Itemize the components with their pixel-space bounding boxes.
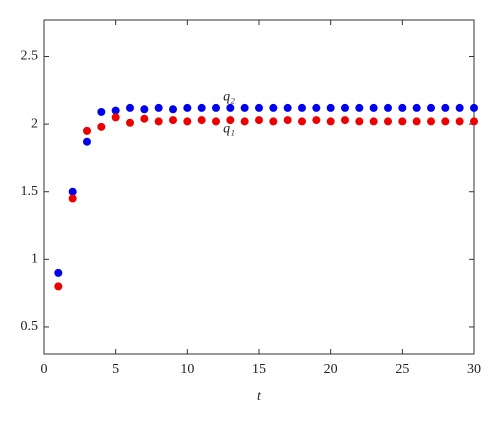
y-tick-label: 2 bbox=[31, 116, 38, 131]
point bbox=[269, 117, 278, 126]
point bbox=[369, 117, 378, 126]
point bbox=[226, 103, 235, 112]
point bbox=[412, 117, 421, 126]
point bbox=[355, 103, 364, 112]
point bbox=[240, 117, 249, 126]
point bbox=[470, 117, 478, 126]
point bbox=[283, 116, 292, 125]
point bbox=[111, 106, 120, 115]
point bbox=[68, 187, 77, 196]
point bbox=[212, 103, 220, 112]
point bbox=[154, 117, 163, 126]
point bbox=[326, 103, 335, 112]
point bbox=[441, 103, 450, 112]
point bbox=[455, 117, 464, 126]
point bbox=[369, 103, 378, 112]
point bbox=[97, 107, 106, 116]
point bbox=[226, 116, 235, 125]
point bbox=[255, 103, 263, 112]
point bbox=[312, 116, 321, 125]
y-tick-label: 2.5 bbox=[21, 49, 39, 64]
point bbox=[183, 117, 192, 126]
point bbox=[355, 117, 364, 126]
point bbox=[298, 117, 306, 126]
point bbox=[54, 282, 63, 291]
point bbox=[427, 117, 435, 126]
point bbox=[97, 122, 106, 131]
series-label: q₂ bbox=[223, 89, 235, 104]
point bbox=[455, 103, 464, 112]
x-tick-label: 30 bbox=[467, 362, 481, 377]
point bbox=[384, 117, 392, 126]
point bbox=[255, 116, 263, 125]
plot-frame bbox=[43, 19, 475, 355]
point bbox=[398, 117, 407, 126]
series-label: q₁ bbox=[223, 122, 235, 137]
point bbox=[212, 117, 220, 126]
point bbox=[341, 103, 349, 112]
point bbox=[398, 103, 407, 112]
point bbox=[341, 116, 349, 125]
point bbox=[83, 137, 91, 146]
point bbox=[197, 103, 206, 112]
point bbox=[83, 126, 91, 135]
y-tick-label: 0.5 bbox=[21, 319, 39, 334]
point bbox=[169, 105, 177, 114]
x-tick-label: 20 bbox=[324, 362, 338, 377]
point bbox=[441, 117, 450, 126]
point bbox=[111, 113, 120, 122]
point bbox=[269, 103, 278, 112]
x-tick-label: 10 bbox=[180, 362, 194, 377]
point bbox=[312, 103, 321, 112]
x-tick-label: 5 bbox=[112, 362, 119, 377]
point bbox=[126, 118, 134, 127]
point bbox=[427, 103, 435, 112]
x-tick-label: 25 bbox=[395, 362, 409, 377]
point bbox=[183, 103, 192, 112]
y-tick-label: 1.5 bbox=[21, 184, 39, 199]
point bbox=[470, 103, 478, 112]
point bbox=[384, 103, 392, 112]
point bbox=[68, 194, 77, 203]
y-tick-label: 1 bbox=[31, 252, 38, 267]
point bbox=[412, 103, 421, 112]
x-tick-label: 15 bbox=[252, 362, 266, 377]
point bbox=[283, 103, 292, 112]
point bbox=[140, 114, 149, 123]
point bbox=[298, 103, 306, 112]
point bbox=[126, 103, 134, 112]
point bbox=[240, 103, 249, 112]
point bbox=[326, 117, 335, 126]
x-tick-label: 0 bbox=[41, 362, 48, 377]
point bbox=[140, 105, 149, 114]
point bbox=[197, 116, 206, 125]
point bbox=[54, 268, 63, 277]
point bbox=[154, 103, 163, 112]
x-axis-label: t bbox=[257, 389, 262, 404]
point bbox=[169, 116, 177, 125]
